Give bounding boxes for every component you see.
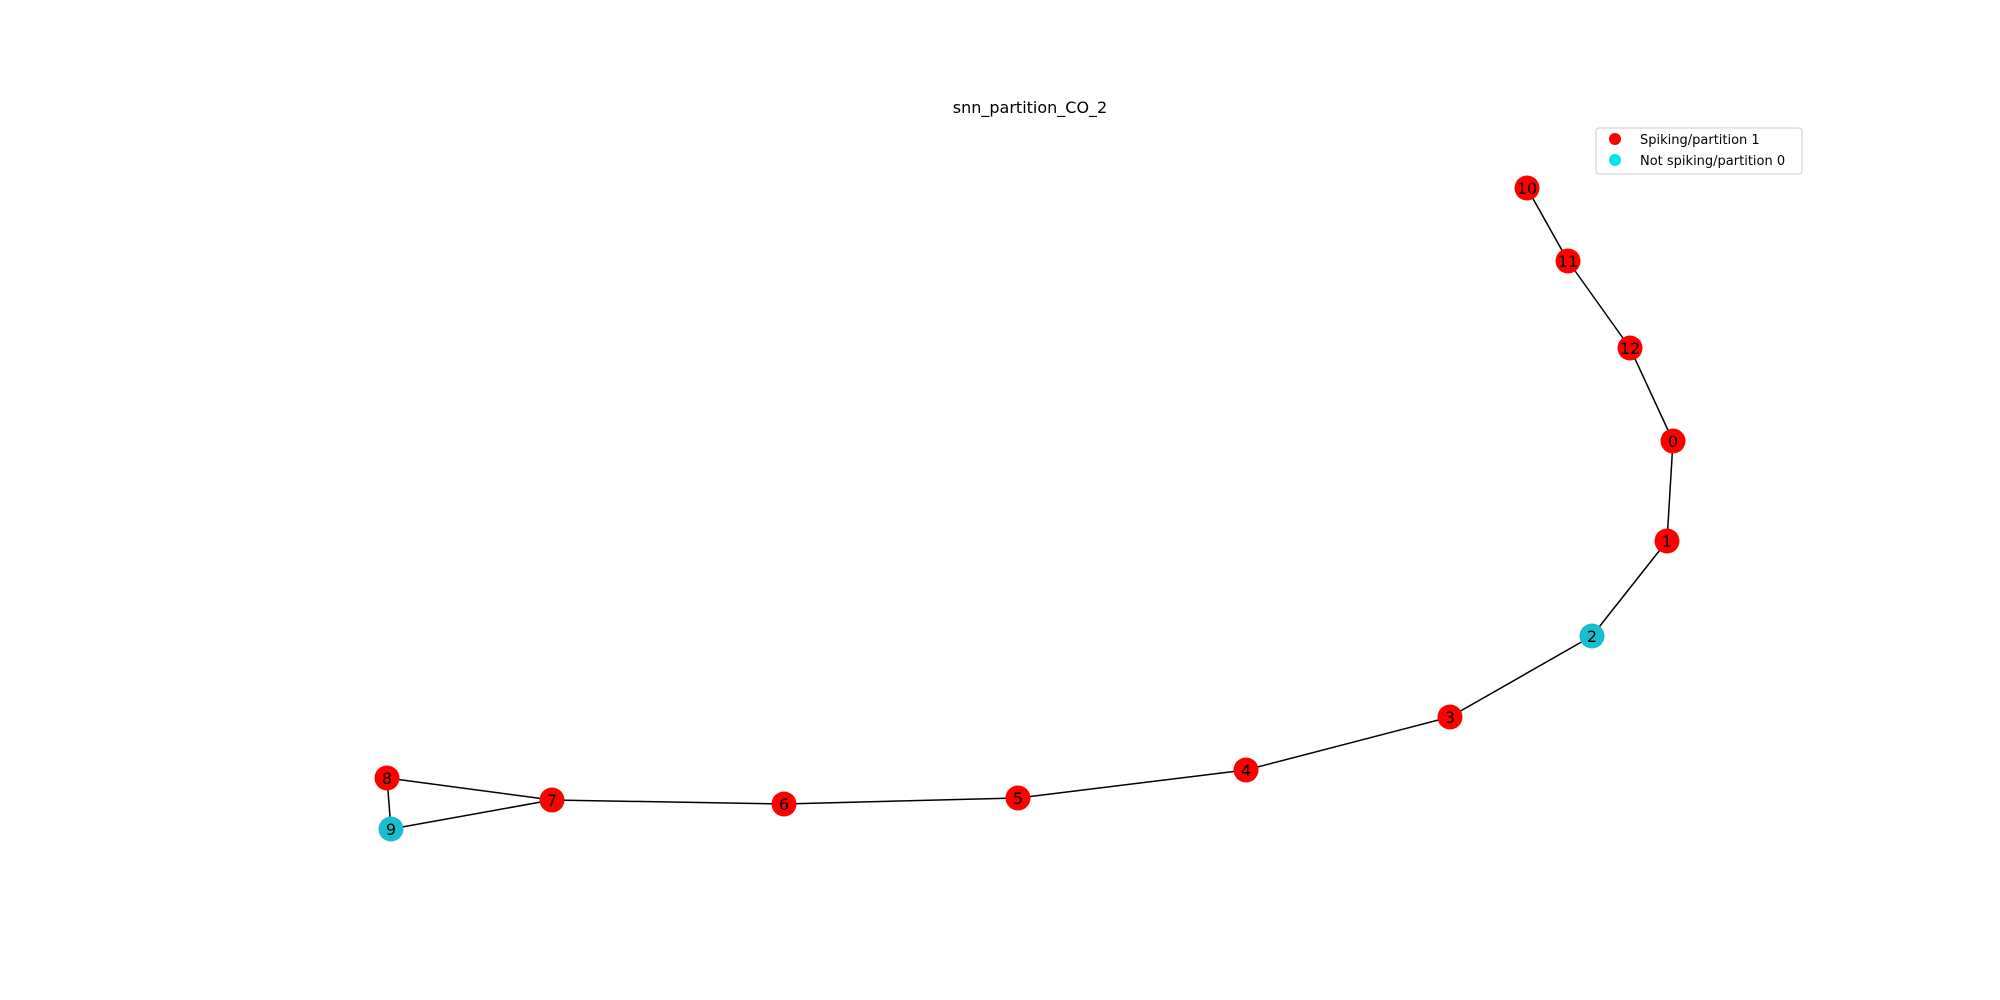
node-circle-9 (378, 816, 404, 842)
edge-1-2 (1591, 540, 1668, 637)
node-3: 3 (1437, 704, 1463, 730)
edge-3-4 (1245, 716, 1451, 771)
node-label-9: 9 (386, 820, 396, 839)
node-label-1: 1 (1662, 532, 1672, 551)
node-circle-12 (1617, 335, 1643, 361)
node-circle-10 (1514, 175, 1540, 201)
node-circle-8 (374, 765, 400, 791)
legend: Spiking/partition 1 Not spiking/partitio… (1595, 127, 1803, 175)
figure-title: snn_partition_CO_2 (953, 98, 1107, 118)
node-label-4: 4 (1241, 761, 1251, 780)
node-circle-1 (1654, 528, 1680, 554)
node-1: 1 (1654, 528, 1680, 554)
node-circle-7 (539, 787, 565, 813)
node-4: 4 (1233, 757, 1259, 783)
node-label-2: 2 (1587, 627, 1597, 646)
node-11: 11 (1555, 248, 1581, 274)
edge-5-6 (783, 797, 1019, 805)
legend-label-spiking: Spiking/partition 1 (1640, 133, 1760, 148)
legend-frame (1595, 127, 1803, 175)
node-label-0: 0 (1668, 432, 1678, 451)
node-label-12: 12 (1620, 339, 1640, 358)
node-6: 6 (771, 791, 797, 817)
node-7: 7 (539, 787, 565, 813)
node-label-10: 10 (1517, 179, 1537, 198)
edge-6-7 (551, 799, 785, 805)
node-10: 10 (1514, 175, 1540, 201)
node-circle-3 (1437, 704, 1463, 730)
edge-11-12 (1567, 260, 1631, 349)
legend-marker-spiking (1609, 133, 1621, 145)
node-circle-2 (1579, 623, 1605, 649)
node-circle-0 (1660, 428, 1686, 454)
node-12: 12 (1617, 335, 1643, 361)
edge-7-8 (386, 777, 553, 801)
node-label-7: 7 (547, 791, 557, 810)
node-label-11: 11 (1558, 252, 1578, 271)
node-label-3: 3 (1445, 708, 1455, 727)
node-2: 2 (1579, 623, 1605, 649)
node-8: 8 (374, 765, 400, 791)
node-circle-6 (771, 791, 797, 817)
edge-2-3 (1449, 635, 1593, 718)
node-0: 0 (1660, 428, 1686, 454)
node-label-8: 8 (382, 769, 392, 788)
node-label-6: 6 (779, 795, 789, 814)
edge-12-0 (1629, 347, 1674, 442)
edge-4-5 (1017, 769, 1247, 799)
node-9: 9 (378, 816, 404, 842)
node-5: 5 (1005, 785, 1031, 811)
node-circle-4 (1233, 757, 1259, 783)
node-circle-11 (1555, 248, 1581, 274)
edge-7-9 (390, 799, 553, 830)
edges-layer (386, 187, 1674, 830)
edge-10-11 (1526, 187, 1569, 262)
legend-marker-not-spiking (1609, 154, 1621, 166)
edge-0-1 (1666, 440, 1674, 542)
node-circle-5 (1005, 785, 1031, 811)
node-label-5: 5 (1013, 789, 1023, 808)
legend-label-not-spiking: Not spiking/partition 0 (1640, 154, 1785, 169)
